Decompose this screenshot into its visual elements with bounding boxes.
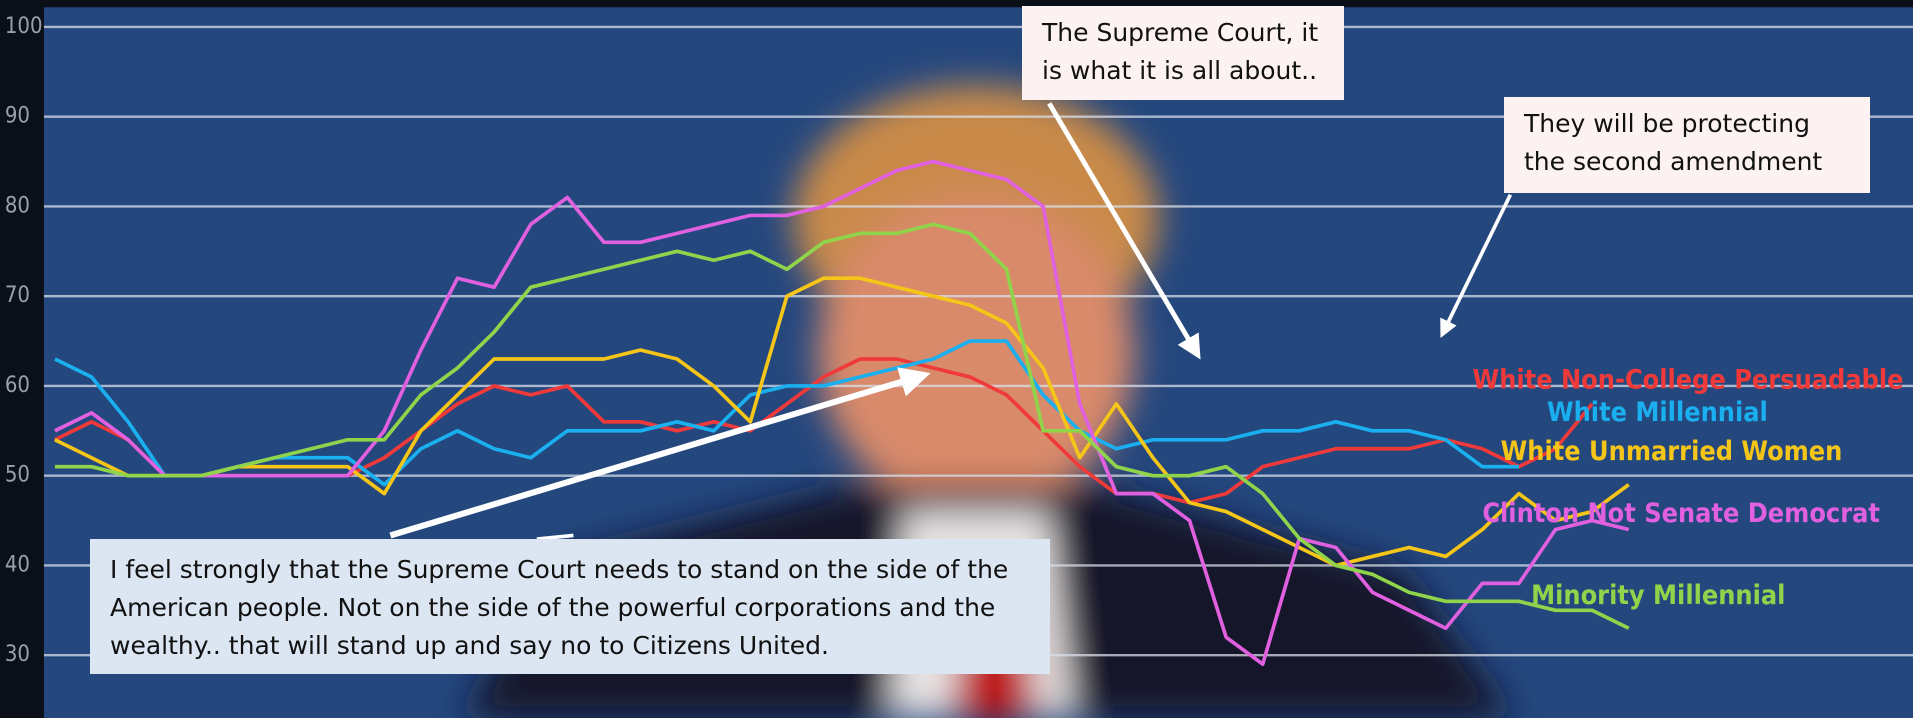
series-label: Clinton Not Senate Democrat [1482, 498, 1880, 529]
y-tick-label: 50 [5, 463, 30, 488]
arrow [1440, 193, 1513, 338]
arrow [536, 533, 574, 541]
y-tick-label: 80 [5, 193, 30, 218]
arrow [1047, 102, 1201, 360]
y-tick-label: 90 [5, 104, 30, 129]
series-label: Minority Millennial [1531, 580, 1785, 611]
series-label: White Non-College Persuadable [1473, 364, 1904, 395]
arrow [389, 367, 931, 539]
y-tick-label: 30 [5, 642, 30, 667]
y-tick-label: 60 [5, 373, 30, 398]
series-line [54, 159, 1630, 666]
callout: They will be protecting the second amend… [1504, 97, 1870, 193]
callout: I feel strongly that the Supreme Court n… [90, 539, 1050, 674]
callout: The Supreme Court, it is what it is all … [1022, 6, 1344, 100]
series-line [54, 222, 1630, 630]
series-line [54, 339, 1519, 487]
y-tick-label: 100 [5, 14, 43, 39]
y-tick-label: 70 [5, 283, 30, 308]
y-tick-label: 40 [5, 552, 30, 577]
series-label: White Millennial [1547, 397, 1768, 428]
series-label: White Unmarried Women [1501, 436, 1843, 467]
series-line [54, 276, 1630, 568]
